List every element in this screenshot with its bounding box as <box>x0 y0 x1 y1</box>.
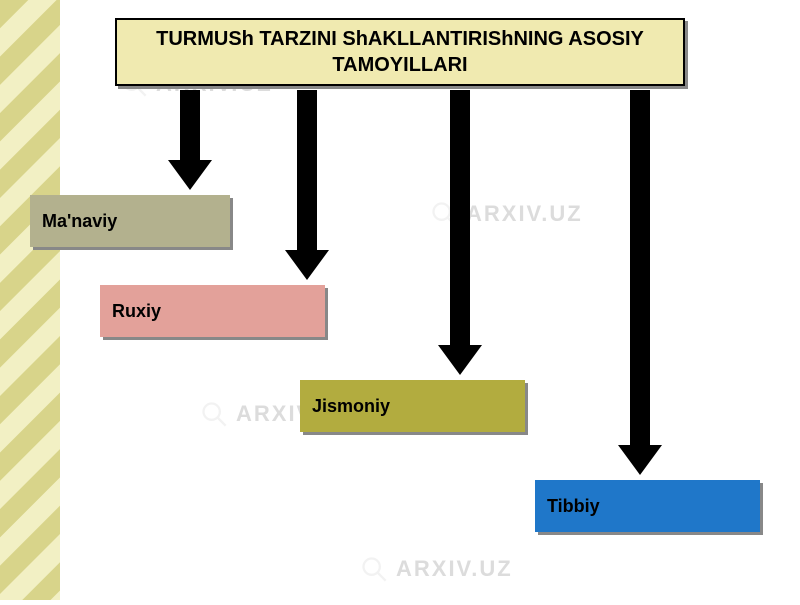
label-tibbiy: Tibbiy <box>547 496 600 517</box>
label-manaviy: Ma'naviy <box>42 211 117 232</box>
watermark-text: ARXIV.UZ <box>466 201 583 227</box>
box-manaviy: Ma'naviy <box>30 195 230 247</box>
label-ruxiy: Ruxiy <box>112 301 161 322</box>
title-text: TURMUSh TARZINI ShAKLLANTIRIShNING ASOSI… <box>127 26 673 78</box>
arrow-manaviy <box>168 90 212 190</box>
watermark-text: ARXIV.UZ <box>396 556 513 582</box>
box-ruxiy: Ruxiy <box>100 285 325 337</box>
box-jismoniy: Jismoniy <box>300 380 525 432</box>
watermark: ARXIV.UZ <box>360 555 513 583</box>
arrow-jismoniy <box>438 90 482 375</box>
box-tibbiy: Tibbiy <box>535 480 760 532</box>
title-box: TURMUSh TARZINI ShAKLLANTIRIShNING ASOSI… <box>115 18 685 86</box>
arrow-ruxiy <box>285 90 329 280</box>
label-jismoniy: Jismoniy <box>312 396 390 417</box>
side-pattern <box>0 0 60 600</box>
arrow-tibbiy <box>618 90 662 475</box>
